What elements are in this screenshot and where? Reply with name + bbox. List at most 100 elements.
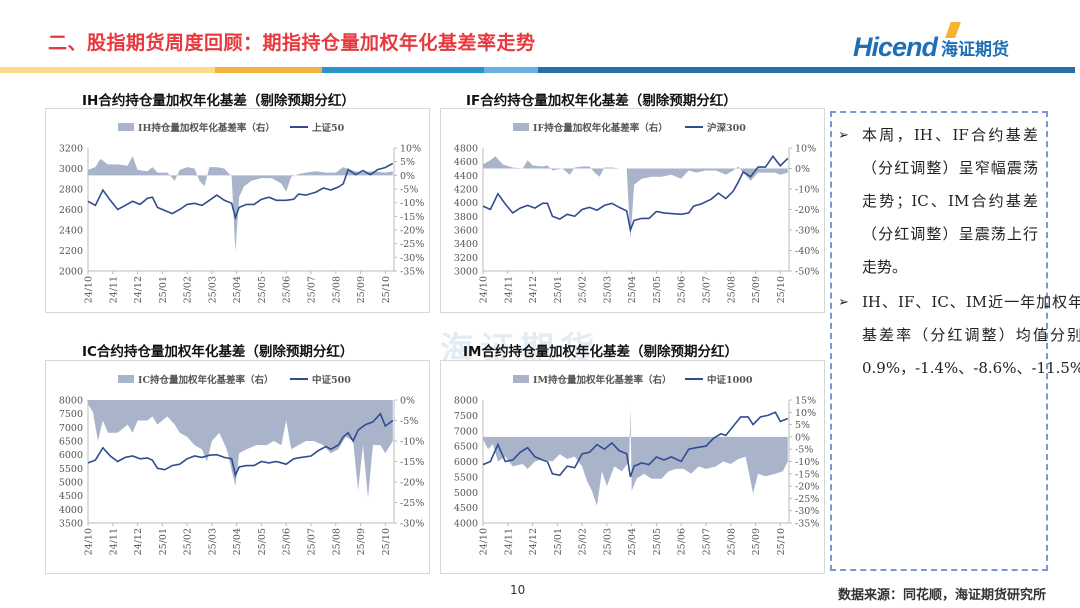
x-tick-label: 25/05 (652, 528, 663, 555)
left-tick-label: 5000 (454, 488, 478, 499)
x-tick-label: 25/02 (183, 276, 194, 303)
right-tick-label: 5% (400, 157, 415, 168)
x-tick-label: 25/10 (381, 528, 392, 555)
x-tick-label: 25/03 (602, 528, 613, 555)
index-line (482, 154, 789, 233)
left-tick-label: 6500 (59, 437, 83, 448)
x-tick-label: 24/10 (84, 528, 95, 555)
left-tick-label: 3200 (454, 253, 478, 264)
legend-line-label: 上证50 (312, 122, 345, 134)
legend-area-label: IH持仓量加权年化基差率（右） (138, 122, 275, 134)
x-tick-label: 25/03 (602, 276, 613, 303)
left-tick-label: 3000 (59, 164, 83, 175)
x-tick-label: 25/07 (701, 528, 712, 555)
arrow-bullet-icon: ➢ (838, 128, 849, 143)
right-tick-label: 0% (400, 171, 415, 182)
left-tick-label: 7000 (59, 423, 83, 434)
right-tick-label: -5% (795, 445, 813, 456)
left-tick-label: 4200 (454, 185, 478, 196)
x-tick-label: 24/11 (503, 528, 514, 555)
x-tick-label: 25/07 (701, 276, 712, 303)
x-tick-label: 24/12 (528, 276, 539, 303)
right-tick-label: -5% (400, 185, 418, 196)
right-tick-label: -30% (400, 253, 424, 264)
legend-area-swatch (513, 375, 529, 383)
basis-area (88, 156, 393, 252)
index-line (482, 411, 789, 478)
arrow-bullet-icon: ➢ (838, 295, 849, 310)
chart-title-if: IF合约持仓量加权年化基差（剔除预期分红） (466, 93, 737, 109)
x-tick-label: 25/03 (207, 528, 218, 555)
x-tick-label: 25/09 (356, 528, 367, 555)
left-tick-label: 6500 (454, 442, 478, 453)
chart-if: IF持仓量加权年化基差率（右） 沪深300 3000 3200 3400 3600 3800… (440, 108, 825, 313)
right-tick-label: -15% (400, 457, 424, 468)
left-tick-label: 4500 (454, 503, 478, 514)
x-tick-label: 25/09 (751, 276, 762, 303)
header-bar-3 (322, 67, 484, 73)
right-tick-label: -10% (400, 437, 424, 448)
x-tick-label: 25/10 (776, 528, 787, 555)
left-tick-label: 4000 (454, 519, 478, 530)
x-tick-label: 24/10 (84, 276, 95, 303)
x-tick-label: 24/12 (528, 528, 539, 555)
right-tick-label: -40% (795, 246, 819, 257)
x-tick-label: 24/12 (133, 276, 144, 303)
legend-area-label: IF持仓量加权年化基差率（右） (533, 122, 668, 134)
left-tick-label: 4400 (454, 171, 478, 182)
right-tick-label: -20% (795, 482, 819, 493)
legend-area-swatch (118, 375, 134, 383)
right-tick-label: -25% (400, 498, 424, 509)
left-tick-label: 7500 (454, 411, 478, 422)
summary-bullet: ➢ IH、IF、IC、IM近一年加权年化基差率（分红调整）均值分别为0.9%，-… (838, 286, 1080, 385)
right-tick-label: -10% (400, 198, 424, 209)
x-tick-label: 25/04 (232, 276, 243, 303)
summary-text: 本周，IH、IF合约基差（分红调整）呈窄幅震荡走势；IC、IM合约基差（分红调整… (862, 126, 1038, 276)
summary-text: IH、IF、IC、IM近一年加权年化基差率（分红调整）均值分别为0.9%，-1.… (862, 293, 1080, 377)
right-tick-label: -20% (795, 205, 819, 216)
chart-title-im: IM合约持仓量加权年化基差（剔除预期分红） (463, 344, 738, 360)
x-tick-label: 25/10 (776, 276, 787, 303)
x-tick-label: 25/04 (232, 528, 243, 555)
left-tick-label: 4000 (454, 198, 478, 209)
right-tick-label: -25% (400, 239, 424, 250)
basis-area (483, 407, 788, 506)
x-tick-label: 25/08 (331, 528, 342, 555)
legend-area-swatch (118, 123, 134, 131)
chart-title-ih: IH合约持仓量加权年化基差（剔除预期分红） (82, 93, 355, 109)
right-tick-label: 10% (795, 144, 816, 155)
header-bar-2 (215, 67, 322, 73)
left-tick-label: 6000 (454, 457, 478, 468)
data-source: 数据来源：同花顺，海证期货研究所 (838, 588, 1047, 603)
left-tick-label: 2000 (59, 267, 83, 278)
x-tick-label: 24/10 (479, 528, 490, 555)
left-tick-label: 3600 (454, 226, 478, 237)
right-tick-label: -20% (400, 478, 424, 489)
left-tick-label: 3800 (454, 212, 478, 223)
x-tick-label: 25/10 (381, 276, 392, 303)
chart-ih: IH持仓量加权年化基差率（右） 上证50 2000 2200 2400 2600 2800 3… (45, 108, 430, 313)
hicend-logo: Hicend 海证期货 (853, 22, 1010, 63)
left-tick-label: 3000 (454, 267, 478, 278)
left-tick-label: 7500 (59, 409, 83, 420)
left-tick-label: 2200 (59, 246, 83, 257)
x-tick-label: 24/11 (108, 276, 119, 303)
left-tick-label: 4500 (59, 491, 83, 502)
right-tick-label: -50% (795, 267, 819, 278)
legend-line-label: 中证500 (312, 374, 351, 386)
logo-text-en: Hicend (853, 32, 938, 62)
right-tick-label: -30% (795, 506, 819, 517)
x-tick-label: 25/05 (257, 528, 268, 555)
x-tick-label: 25/01 (553, 528, 564, 555)
x-tick-label: 25/08 (726, 528, 737, 555)
x-tick-label: 25/02 (578, 276, 589, 303)
left-tick-label: 5500 (454, 472, 478, 483)
summary-bullet: ➢ 本周，IH、IF合约基差（分红调整）呈窄幅震荡走势；IC、IM合约基差（分红… (838, 119, 1038, 284)
x-tick-label: 25/06 (282, 528, 293, 555)
logo-text-cn: 海证期货 (941, 40, 1010, 60)
right-tick-label: -35% (400, 267, 424, 278)
x-tick-label: 24/10 (479, 276, 490, 303)
x-tick-label: 25/06 (282, 276, 293, 303)
x-tick-label: 24/11 (503, 276, 514, 303)
